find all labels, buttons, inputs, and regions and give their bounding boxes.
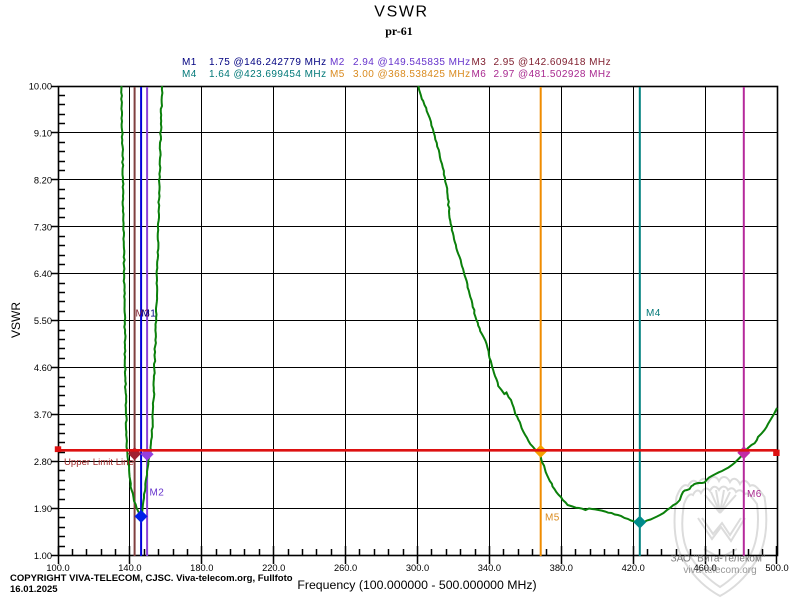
svg-text:ЗАО "Вита-Телеком": ЗАО "Вита-Телеком" [671,554,766,565]
svg-text:5.50: 5.50 [34,316,52,326]
svg-text:140.0: 140.0 [118,563,141,573]
svg-text:3.00 @368.538425 MHz: 3.00 @368.538425 MHz [353,69,471,80]
svg-text:M2: M2 [150,488,165,499]
svg-text:180.0: 180.0 [190,563,213,573]
svg-text:260.0: 260.0 [334,563,357,573]
svg-text:2.95 @142.609418 MHz: 2.95 @142.609418 MHz [494,57,612,68]
svg-text:10.00: 10.00 [29,81,52,91]
svg-text:8.20: 8.20 [34,175,52,185]
svg-text:16.01.2025: 16.01.2025 [10,584,58,595]
svg-text:220.0: 220.0 [262,563,285,573]
svg-text:100.0: 100.0 [46,563,69,573]
svg-text:M4: M4 [646,308,661,319]
svg-text:1.00: 1.00 [34,551,52,561]
svg-text:2.80: 2.80 [34,457,52,467]
svg-text:VSWR: VSWR [374,4,428,21]
svg-text:4.60: 4.60 [34,363,52,373]
svg-text:M5: M5 [545,513,560,524]
svg-text:420.0: 420.0 [622,563,645,573]
svg-text:M6: M6 [747,489,762,500]
svg-text:Frequency (100.000000 - 500.00: Frequency (100.000000 - 500.000000 MHz) [297,578,536,592]
svg-text:1.75 @146.242779 MHz: 1.75 @146.242779 MHz [209,57,327,68]
svg-text:pr-61: pr-61 [385,24,413,38]
svg-text:M1: M1 [182,57,197,68]
svg-text:M2: M2 [330,57,345,68]
svg-text:M1: M1 [142,309,157,320]
svg-text:VSWR: VSWR [9,302,23,338]
svg-text:340.0: 340.0 [478,563,501,573]
svg-text:300.0: 300.0 [406,563,429,573]
svg-text:2.94 @149.545835 MHz: 2.94 @149.545835 MHz [353,57,471,68]
svg-text:M6: M6 [472,69,487,80]
svg-text:M5: M5 [330,69,345,80]
svg-text:7.30: 7.30 [34,222,52,232]
svg-text:COPYRIGHT VIVA-TELECOM, CJSC.: COPYRIGHT VIVA-TELECOM, CJSC. Viva-telec… [10,573,293,584]
svg-text:M4: M4 [182,69,197,80]
svg-text:Upper Limit Line: Upper Limit Line [64,457,134,468]
svg-text:2.97 @481.502928 MHz: 2.97 @481.502928 MHz [494,69,612,80]
svg-text:500.0: 500.0 [765,563,788,573]
svg-text:460.0: 460.0 [693,563,716,573]
svg-text:380.0: 380.0 [550,563,573,573]
svg-text:1.90: 1.90 [34,504,52,514]
svg-text:viva-telecom.org: viva-telecom.org [683,565,756,576]
svg-text:3.70: 3.70 [34,410,52,420]
svg-text:M3: M3 [472,57,487,68]
svg-text:1.64 @423.699454 MHz: 1.64 @423.699454 MHz [209,69,327,80]
svg-text:9.10: 9.10 [34,128,52,138]
svg-text:M3: M3 [136,309,151,320]
svg-text:6.40: 6.40 [34,269,52,279]
